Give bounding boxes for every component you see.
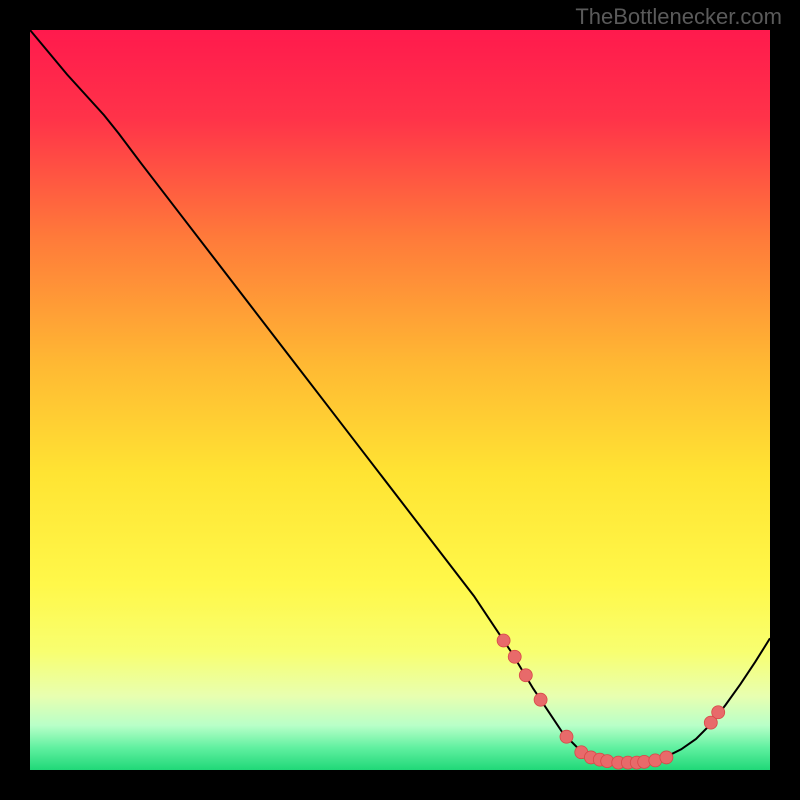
data-marker [519,669,532,682]
data-marker [712,706,725,719]
data-marker [534,693,547,706]
data-marker [497,634,510,647]
chart-svg [30,30,770,770]
data-marker [560,730,573,743]
data-marker [660,751,673,764]
chart-plot-area [30,30,770,770]
data-marker [508,650,521,663]
watermark-text: TheBottlenecker.com [575,4,782,30]
gradient-background [30,30,770,770]
